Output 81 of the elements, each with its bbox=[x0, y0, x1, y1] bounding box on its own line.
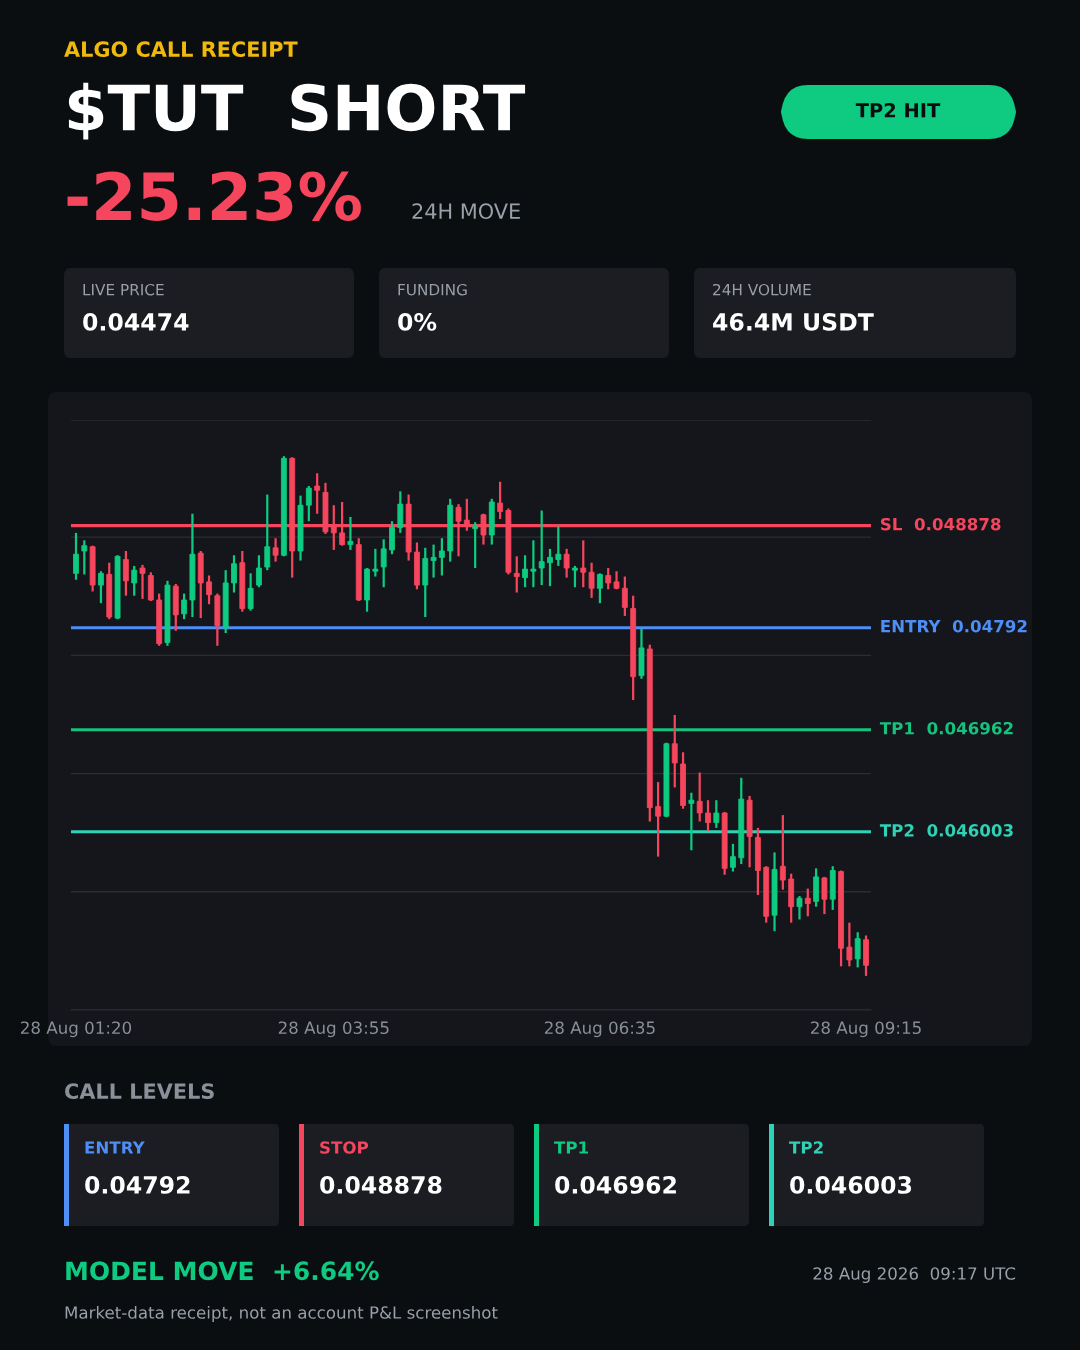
candlestick bbox=[696, 771, 703, 823]
ref-line-label: TP1 0.046962 bbox=[879, 721, 1013, 735]
text: 0% bbox=[398, 312, 437, 331]
text: 0.046003 bbox=[790, 1175, 912, 1194]
candlestick bbox=[555, 525, 562, 568]
candlestick bbox=[131, 564, 138, 597]
candlestick bbox=[563, 547, 570, 579]
candlestick bbox=[730, 842, 736, 873]
candlestick bbox=[821, 875, 828, 916]
candlestick bbox=[513, 555, 520, 594]
candlestick bbox=[605, 566, 612, 591]
candlestick bbox=[231, 554, 237, 594]
ref-line-label: ENTRY 0.04792 bbox=[881, 619, 1027, 633]
text: Market-data receipt, not an account P&L screenshot bbox=[65, 1305, 498, 1323]
x-tick-label: 28 Aug 06:35 bbox=[544, 1021, 655, 1038]
chart-title: $TUT SHORT bbox=[68, 82, 526, 140]
candlestick bbox=[305, 484, 312, 523]
candlestick bbox=[596, 572, 603, 605]
candlestick bbox=[314, 472, 321, 515]
candlestick bbox=[397, 490, 404, 534]
text: 24H VOLUME bbox=[713, 283, 811, 296]
candlestick bbox=[389, 520, 395, 556]
text: -25.23% bbox=[67, 171, 361, 221]
candlestick bbox=[713, 799, 720, 829]
candlestick bbox=[139, 563, 146, 601]
text: MODEL MOVE +6.64% bbox=[66, 1261, 379, 1281]
text: 0.04792 bbox=[85, 1175, 190, 1194]
text: 0.046962 bbox=[555, 1175, 676, 1194]
text: 24H MOVE bbox=[412, 203, 520, 220]
ref-line-label: SL 0.048878 bbox=[881, 517, 1001, 531]
text: 28 Aug 2026 09:17 UTC bbox=[813, 1267, 1016, 1284]
candlestick bbox=[347, 515, 354, 552]
candlestick bbox=[472, 521, 479, 570]
candlestick bbox=[804, 887, 811, 918]
candlestick bbox=[430, 543, 437, 579]
text: 46.4M USDT bbox=[713, 312, 874, 331]
text: TP2 bbox=[789, 1141, 823, 1154]
candlestick bbox=[438, 537, 445, 577]
x-tick-label: 28 Aug 09:15 bbox=[811, 1021, 921, 1038]
candlestick bbox=[796, 894, 803, 921]
candlestick bbox=[181, 592, 188, 621]
candlestick bbox=[272, 537, 279, 563]
text: 0.048878 bbox=[320, 1175, 442, 1194]
candlestick bbox=[846, 921, 853, 968]
candlestick bbox=[572, 564, 578, 589]
candlestick bbox=[122, 549, 129, 597]
candlestick bbox=[372, 547, 379, 578]
candlestick bbox=[538, 509, 545, 587]
text: LIVE PRICE bbox=[83, 283, 164, 296]
ref-line-label: TP2 0.046003 bbox=[879, 824, 1013, 837]
x-tick-label: 28 Aug 01:20 bbox=[21, 1021, 132, 1038]
text: FUNDING bbox=[398, 283, 467, 296]
candlestick bbox=[264, 493, 271, 572]
candlestick bbox=[580, 539, 587, 589]
candlestick bbox=[588, 561, 595, 599]
candlestick bbox=[98, 570, 104, 605]
candlestick bbox=[854, 931, 861, 969]
candlestick bbox=[671, 713, 678, 789]
x-tick-label: 28 Aug 03:55 bbox=[278, 1021, 389, 1038]
candlestick bbox=[256, 554, 262, 589]
candlestick bbox=[779, 814, 786, 891]
text: TP1 bbox=[554, 1141, 589, 1154]
candlestick bbox=[522, 554, 528, 589]
text: 0.04474 bbox=[83, 312, 189, 331]
text: TP2 HIT bbox=[855, 102, 941, 118]
candlestick bbox=[206, 574, 212, 606]
text: ENTRY bbox=[85, 1141, 145, 1154]
candlestick bbox=[497, 480, 504, 521]
candlestick bbox=[73, 531, 79, 581]
candlestick bbox=[530, 539, 537, 589]
candlestick bbox=[547, 547, 553, 588]
candlestick bbox=[705, 799, 711, 833]
candlestick bbox=[655, 780, 662, 858]
chart-subtitle: ALGO CALL RECEIPT bbox=[64, 41, 298, 58]
candlestick bbox=[621, 575, 628, 618]
candlestick bbox=[81, 539, 88, 576]
candlestick bbox=[380, 538, 387, 589]
candlestick bbox=[247, 572, 254, 612]
candlestick bbox=[688, 791, 695, 852]
text: STOP bbox=[320, 1141, 369, 1154]
text: CALL LEVELS bbox=[65, 1083, 214, 1100]
